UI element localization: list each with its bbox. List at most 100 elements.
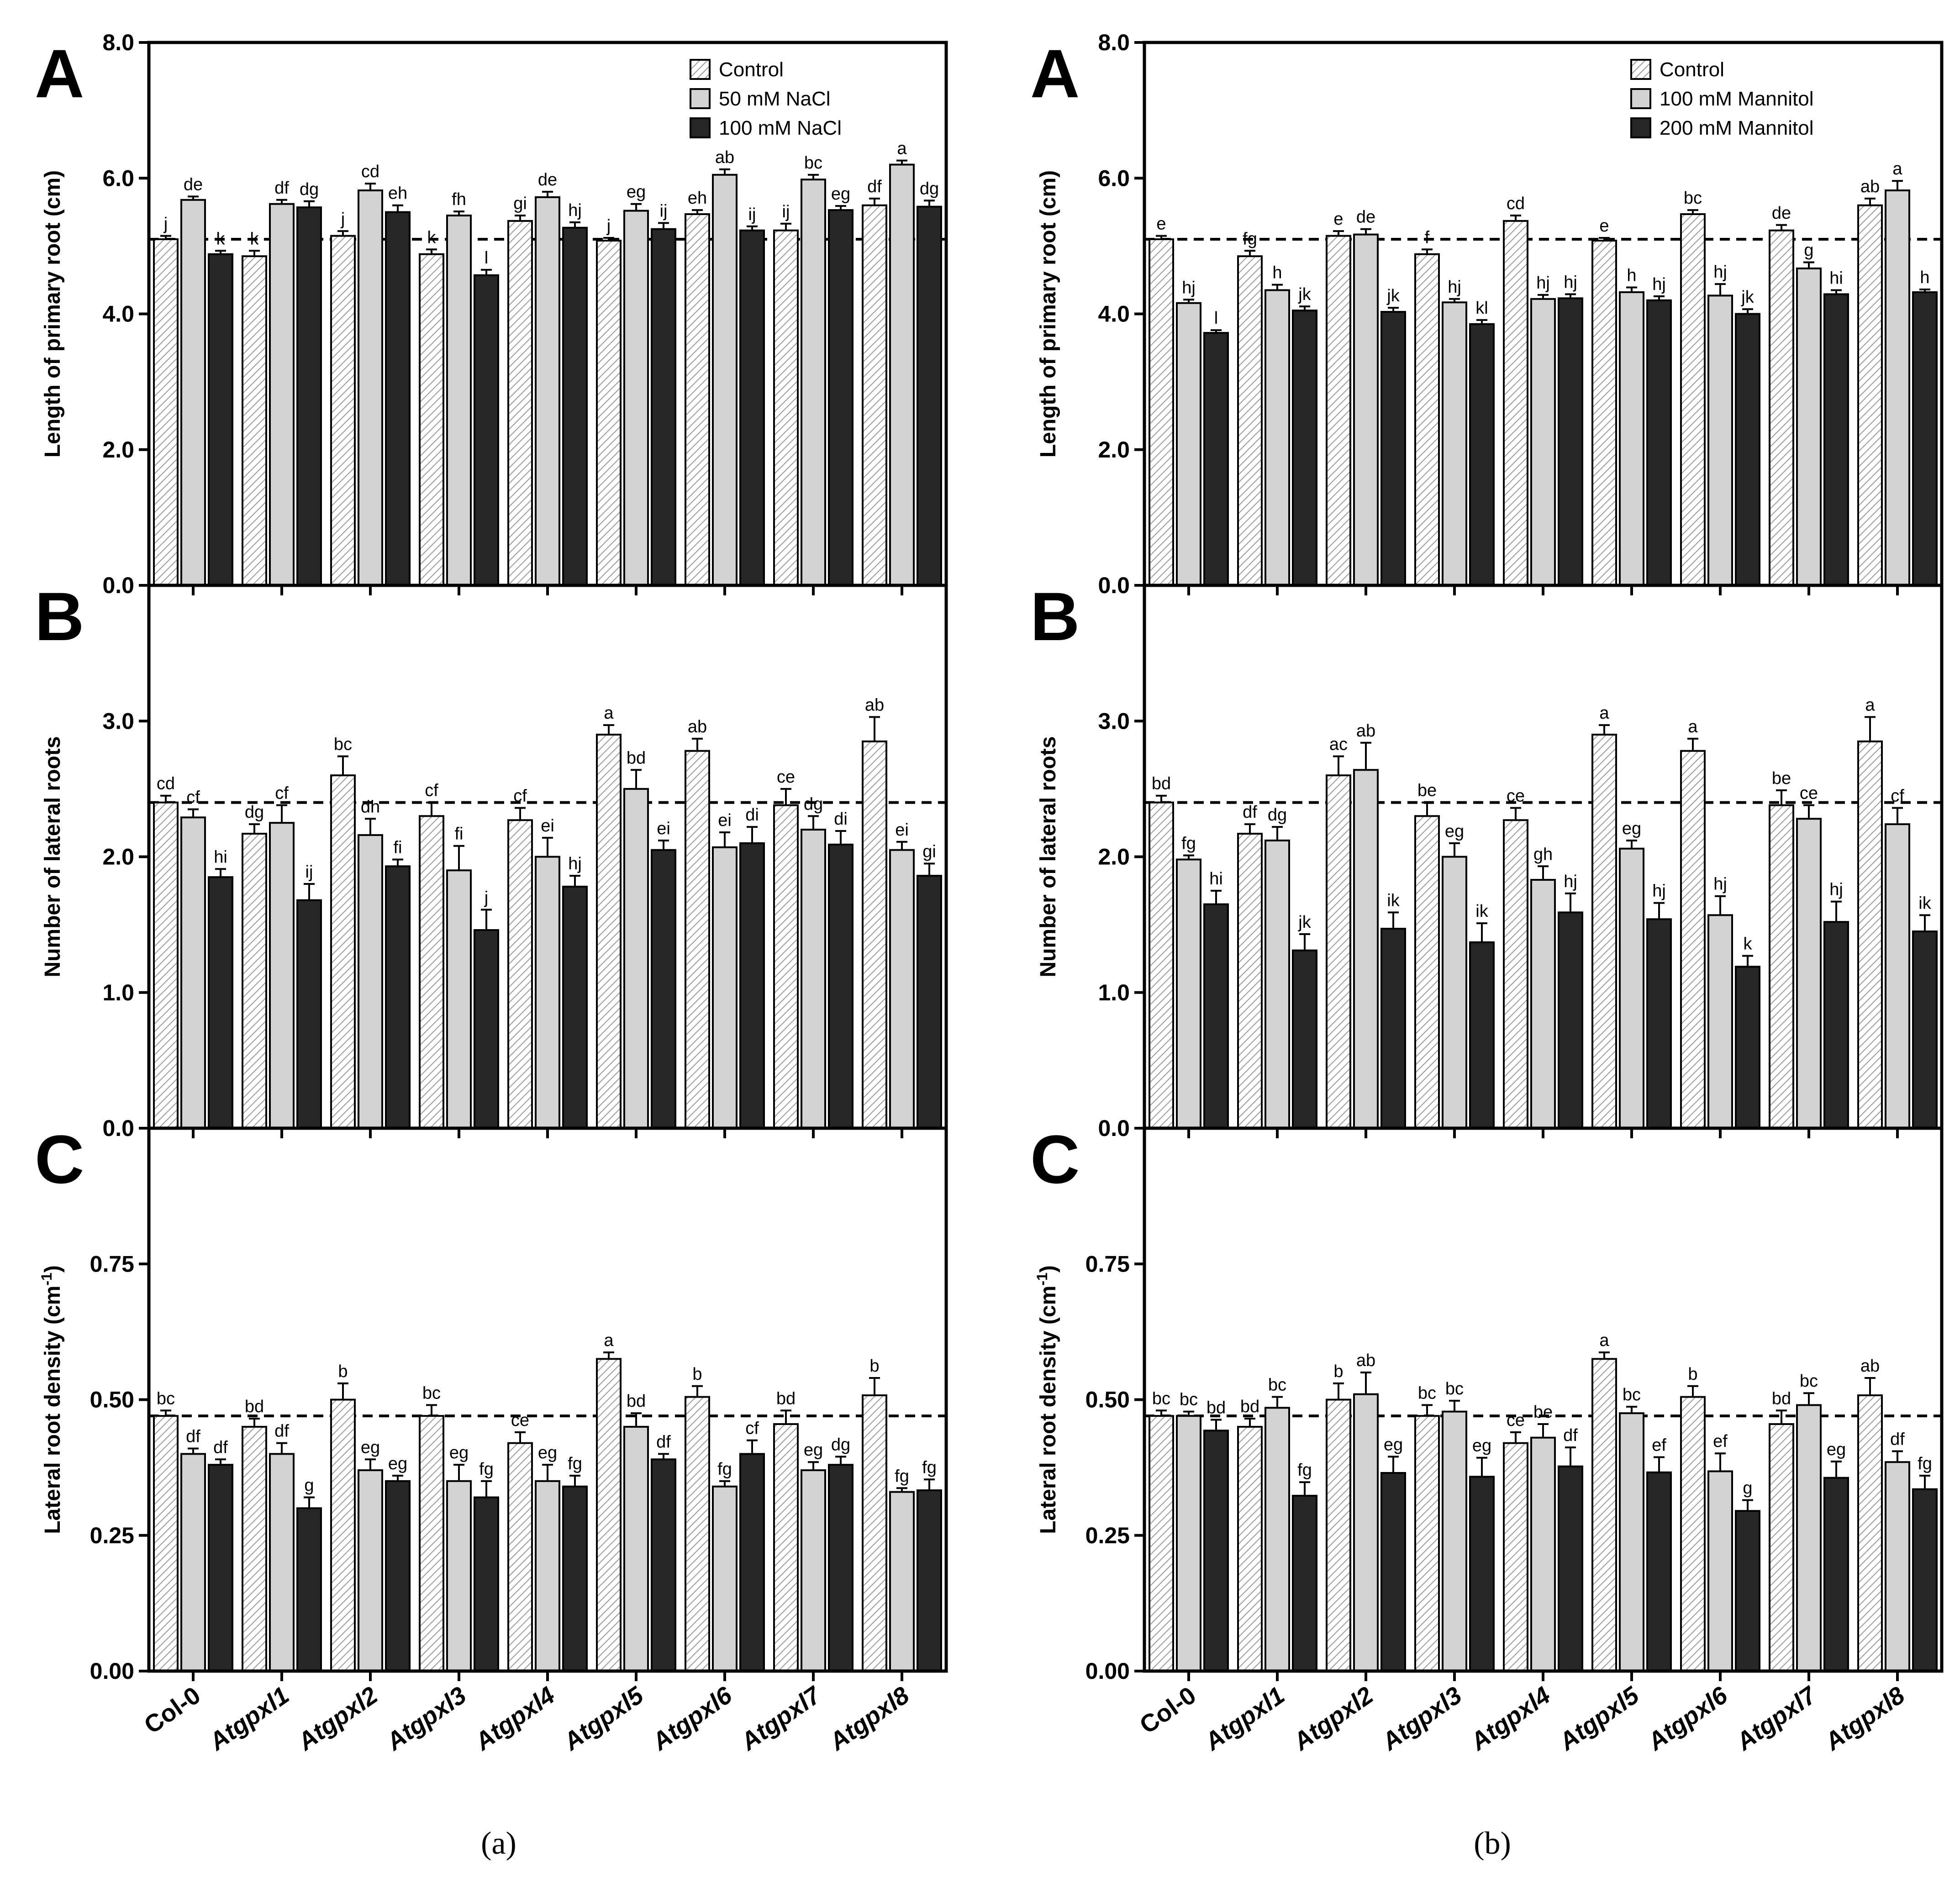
significance-label: bc — [1684, 189, 1702, 208]
y-tick-label: 0.0 — [1098, 1115, 1130, 1141]
significance-label: ik — [1475, 902, 1488, 921]
significance-label: bc — [1623, 1385, 1641, 1404]
significance-label: ab — [688, 717, 707, 736]
category-label: Atgpxl7 — [1731, 1681, 1823, 1756]
bar — [801, 1469, 826, 1672]
significance-label: hj — [1536, 273, 1550, 293]
significance-label: e — [1599, 216, 1609, 236]
bar — [1912, 1488, 1938, 1672]
bar — [153, 238, 179, 586]
y-tick-label: 2.0 — [102, 437, 134, 463]
category-label: Col-0 — [139, 1682, 205, 1740]
bar — [828, 843, 854, 1130]
bar — [296, 206, 322, 586]
significance-label: eg — [1827, 1440, 1846, 1459]
significance-label: ij — [748, 205, 756, 224]
significance-label: eg — [1472, 1436, 1491, 1456]
significance-label: ab — [1860, 1356, 1880, 1376]
significance-label: fg — [922, 1458, 937, 1477]
bar — [1619, 847, 1644, 1130]
bar — [685, 1396, 710, 1672]
significance-label: eg — [627, 183, 646, 202]
bar — [1619, 291, 1644, 586]
bar — [685, 213, 710, 586]
significance-label: di — [834, 810, 848, 829]
significance-label: bd — [1240, 1397, 1259, 1416]
significance-label: bd — [627, 1392, 646, 1411]
bar — [358, 834, 383, 1129]
significance-label: df — [1890, 1430, 1905, 1449]
significance-label: k — [216, 229, 226, 248]
significance-label: b — [338, 1362, 348, 1381]
significance-label: bd — [1207, 1398, 1226, 1417]
bar — [685, 750, 710, 1129]
bar — [1414, 1415, 1440, 1672]
significance-label: de — [184, 175, 203, 194]
significance-label: ef — [1713, 1432, 1728, 1451]
y-tick-label: 1.0 — [102, 980, 134, 1005]
significance-label: k — [427, 228, 437, 247]
significance-label: df — [1243, 803, 1257, 822]
category-label: Atgpxl4 — [1465, 1682, 1555, 1756]
bar — [358, 1469, 383, 1672]
y-tick-label: 0.25 — [90, 1523, 134, 1548]
bar — [1265, 1407, 1290, 1672]
bar — [1796, 267, 1822, 586]
significance-label: jk — [1386, 286, 1400, 305]
significance-label: bc — [1152, 1389, 1170, 1408]
significance-label: h — [1920, 268, 1929, 287]
bar — [1326, 1399, 1351, 1672]
significance-label: a — [604, 1331, 614, 1350]
significance-label: a — [1892, 159, 1902, 179]
bar — [242, 832, 267, 1129]
significance-label: eg — [831, 184, 850, 204]
significance-label: k — [1744, 934, 1753, 953]
bar — [1707, 294, 1733, 586]
significance-label: ce — [1507, 786, 1525, 805]
bar — [507, 1442, 533, 1672]
bar — [828, 1464, 854, 1672]
category-label: Atgpxl2 — [1288, 1682, 1378, 1756]
bar — [1380, 311, 1406, 586]
significance-label: b — [1333, 1362, 1343, 1381]
significance-label: bd — [1772, 1389, 1791, 1408]
significance-label: a — [897, 139, 907, 158]
panel-letter: B — [35, 578, 84, 655]
bar — [1680, 750, 1706, 1129]
y-axis-label: Length of primary root (cm) — [41, 170, 65, 457]
bar — [623, 210, 649, 586]
bar — [180, 199, 206, 586]
significance-label: a — [604, 704, 614, 723]
significance-label: hj — [1652, 275, 1666, 294]
bar — [1380, 1472, 1406, 1672]
bar — [1707, 1470, 1733, 1672]
significance-label: eh — [388, 184, 407, 203]
significance-label: bc — [1180, 1390, 1198, 1409]
category-label: Col-0 — [1135, 1682, 1201, 1740]
significance-label: h — [1272, 263, 1282, 283]
legend-label: 200 mM Mannitol — [1660, 117, 1813, 139]
bar — [596, 1358, 622, 1672]
bar — [1503, 819, 1528, 1130]
bar — [623, 788, 649, 1129]
bar — [1680, 1396, 1706, 1672]
significance-label: ik — [1918, 894, 1931, 913]
legend-swatch — [1630, 117, 1651, 138]
bar — [828, 209, 854, 586]
bar — [1203, 332, 1229, 586]
bar — [1558, 1465, 1583, 1672]
significance-label: cd — [361, 162, 379, 181]
y-tick-label: 2.0 — [1098, 844, 1130, 870]
bar — [358, 189, 383, 586]
y-tick-label: 0.75 — [90, 1251, 134, 1277]
significance-label: gi — [922, 842, 936, 861]
bar — [1414, 253, 1440, 586]
bar — [1326, 774, 1351, 1129]
bar — [1646, 1471, 1672, 1672]
bar — [419, 1415, 444, 1672]
bar — [385, 211, 411, 586]
significance-label: bd — [627, 748, 646, 768]
